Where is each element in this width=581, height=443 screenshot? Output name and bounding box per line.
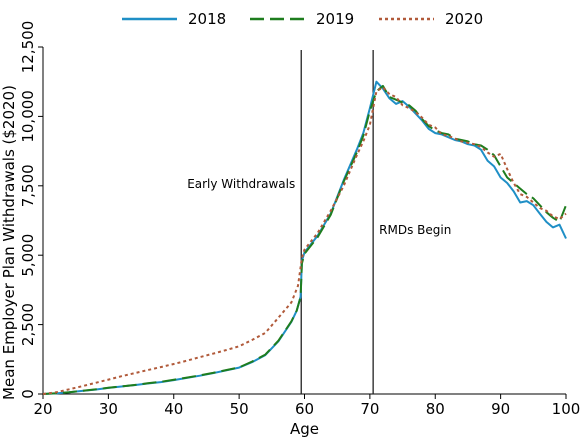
legend-label: 2019 xyxy=(316,10,354,28)
legend-label: 2018 xyxy=(188,10,226,28)
x-tick-label: 80 xyxy=(426,400,445,418)
y-tick-label: 2,500 xyxy=(19,303,37,346)
legend-label: 2020 xyxy=(445,10,483,28)
series-line-2019 xyxy=(42,84,567,395)
x-tick-label: 40 xyxy=(164,400,183,418)
reference-lines: Early Withdrawals RMDs Begin xyxy=(187,50,451,394)
x-tick-label: 50 xyxy=(230,400,249,418)
annotation-label: Early Withdrawals xyxy=(187,177,295,191)
legend: 2018 2019 2020 xyxy=(122,10,483,28)
series-line-2018 xyxy=(42,80,567,395)
y-tick-label: 12,500 xyxy=(19,21,37,74)
y-tick-label: 0 xyxy=(19,389,37,399)
x-tick-label: 20 xyxy=(33,400,52,418)
x-tick-label: 100 xyxy=(552,400,581,418)
y-tick-label: 5,000 xyxy=(19,234,37,277)
x-tick-label: 30 xyxy=(99,400,118,418)
x-tick-label: 60 xyxy=(295,400,314,418)
x-ticks: 20 30 40 50 60 70 80 90 100 xyxy=(33,394,580,418)
y-tick-label: 7,500 xyxy=(19,164,37,207)
annotation-label: RMDs Begin xyxy=(379,223,451,237)
x-tick-label: 90 xyxy=(491,400,510,418)
y-ticks: 0 2,500 5,000 7,500 10,000 12,500 xyxy=(19,21,43,399)
series-lines xyxy=(42,80,567,395)
y-tick-label: 10,000 xyxy=(19,90,37,142)
y-axis-title: Mean Employer Plan Withdrawals ($2020) xyxy=(0,85,18,400)
x-tick-label: 70 xyxy=(360,400,379,418)
axes: 0 2,500 5,000 7,500 10,000 12,500 20 30 40 50 60 7… xyxy=(19,21,580,418)
x-axis-title: Age xyxy=(290,420,319,438)
series-line-2020 xyxy=(42,86,567,395)
